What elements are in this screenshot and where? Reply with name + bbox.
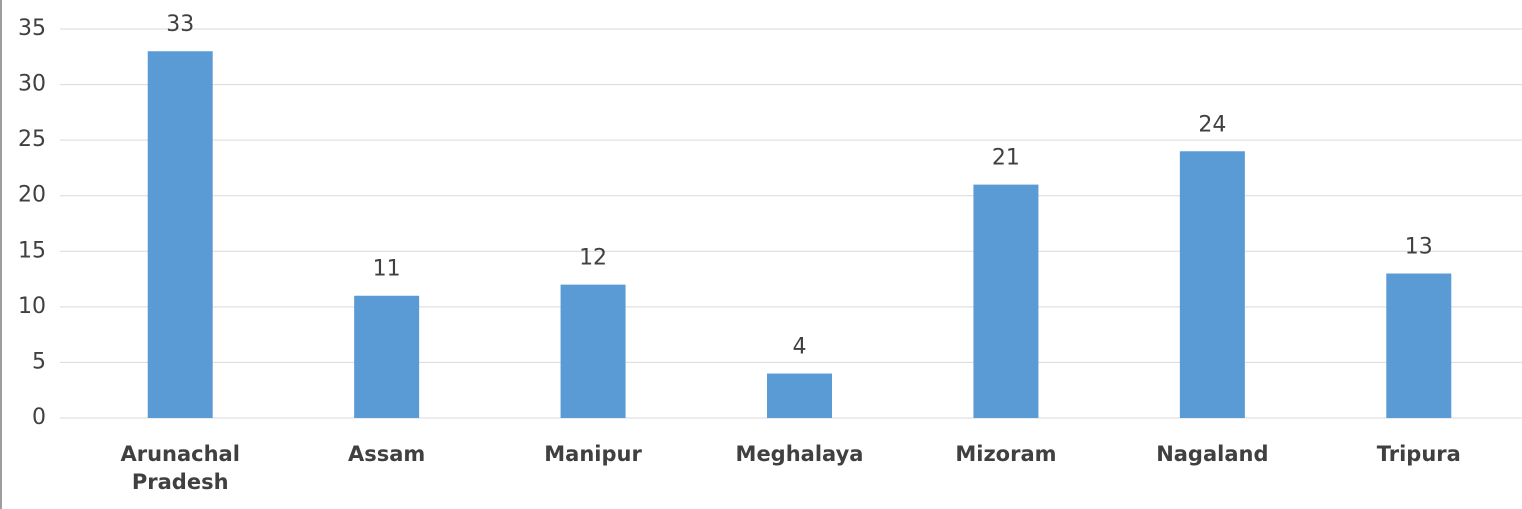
y-tick-label: 35 [18,16,46,41]
data-label: 24 [1198,112,1226,137]
bar [973,184,1039,418]
x-tick-container: Arunachal Pradesh [120,442,240,494]
y-tick-label: 10 [18,294,46,319]
data-label: 11 [373,257,401,282]
x-tick-container: Assam [347,442,426,466]
x-tick-container: Manipur [544,442,642,466]
y-tick-label: 0 [32,405,46,430]
y-tick-label: 20 [18,183,46,208]
bar [560,284,626,418]
x-tick-container: Tripura [1376,442,1461,466]
data-label: 21 [992,146,1020,171]
data-label: 13 [1405,235,1433,260]
x-tick-label: Tripura [1376,442,1461,466]
y-tick-label: 15 [18,238,46,263]
x-tick-container: Mizoram [955,442,1057,466]
bar [1386,273,1452,418]
data-label: 4 [793,335,807,360]
x-tick-label: Arunachal Pradesh [120,442,240,494]
data-label: 33 [166,12,194,37]
x-tick-container: Nagaland [1156,442,1269,466]
bar [147,51,213,418]
bar [767,373,832,418]
x-tick-label: Meghalaya [735,442,864,466]
x-tick-container: Meghalaya [735,442,864,466]
x-tick-label: Manipur [544,442,642,466]
bar [354,295,420,418]
x-tick-label: Nagaland [1156,442,1269,466]
data-label: 12 [579,246,607,271]
bar [1179,151,1245,418]
x-tick-label: Mizoram [955,442,1057,466]
y-tick-label: 25 [18,127,46,152]
y-tick-label: 5 [32,349,46,374]
y-tick-label: 30 [18,72,46,97]
x-tick-label: Assam [347,442,426,466]
